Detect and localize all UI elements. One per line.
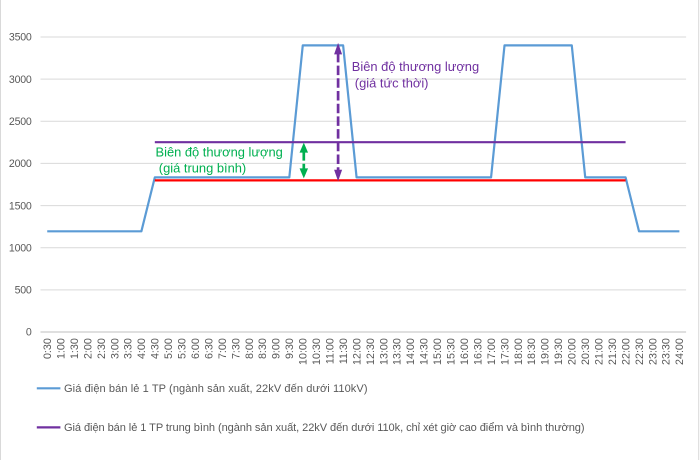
svg-text:3:00: 3:00 — [109, 338, 121, 359]
svg-text:(giá trung bình): (giá trung bình) — [159, 161, 246, 176]
svg-text:21:00: 21:00 — [593, 338, 605, 365]
svg-text:1500: 1500 — [9, 200, 32, 212]
svg-text:1:30: 1:30 — [69, 338, 81, 359]
svg-text:11:30: 11:30 — [338, 338, 350, 364]
svg-text:3500: 3500 — [9, 32, 32, 44]
svg-text:15:00: 15:00 — [432, 338, 444, 365]
svg-text:20:30: 20:30 — [580, 338, 592, 365]
svg-text:13:00: 13:00 — [378, 338, 390, 365]
svg-text:(giá tức thời): (giá tức thời) — [355, 76, 429, 91]
svg-text:8:30: 8:30 — [257, 338, 269, 359]
svg-text:18:30: 18:30 — [526, 338, 538, 365]
svg-text:19:30: 19:30 — [553, 338, 565, 365]
svg-text:7:30: 7:30 — [230, 338, 242, 359]
svg-text:2500: 2500 — [9, 116, 32, 128]
svg-text:5:00: 5:00 — [163, 338, 175, 359]
svg-text:11:00: 11:00 — [324, 338, 336, 364]
svg-text:5:30: 5:30 — [177, 338, 189, 359]
svg-text:16:30: 16:30 — [472, 338, 484, 365]
svg-text:4:30: 4:30 — [150, 338, 162, 359]
svg-text:22:30: 22:30 — [634, 338, 646, 365]
svg-text:9:00: 9:00 — [271, 338, 283, 359]
svg-text:14:30: 14:30 — [419, 338, 431, 365]
svg-text:17:30: 17:30 — [499, 338, 511, 365]
svg-text:2000: 2000 — [9, 158, 32, 170]
svg-text:17:00: 17:00 — [486, 338, 498, 365]
svg-text:8:00: 8:00 — [244, 338, 256, 359]
svg-text:12:00: 12:00 — [351, 338, 363, 365]
svg-text:12:30: 12:30 — [365, 338, 377, 365]
svg-text:3000: 3000 — [9, 74, 32, 86]
svg-text:Giá điện bán lẻ 1 TP trung bìn: Giá điện bán lẻ 1 TP trung bình (ngành s… — [64, 422, 584, 434]
svg-text:Giá điện bán lẻ 1 TP (ngành sả: Giá điện bán lẻ 1 TP (ngành sản xuất, 22… — [64, 383, 368, 395]
svg-text:6:30: 6:30 — [203, 338, 215, 359]
svg-text:24:00: 24:00 — [674, 338, 686, 365]
svg-text:4:00: 4:00 — [136, 338, 148, 359]
svg-text:16:00: 16:00 — [459, 338, 471, 365]
svg-text:Biên độ thương lượng: Biên độ thương lượng — [352, 59, 479, 74]
svg-text:20:00: 20:00 — [567, 338, 579, 365]
svg-text:6:00: 6:00 — [190, 338, 202, 359]
svg-text:23:30: 23:30 — [661, 338, 673, 365]
svg-text:2:00: 2:00 — [82, 338, 94, 359]
svg-text:13:30: 13:30 — [392, 338, 404, 365]
svg-text:Biên độ thương lượng: Biên độ thương lượng — [156, 144, 283, 159]
svg-text:0:30: 0:30 — [42, 338, 54, 359]
svg-text:14:00: 14:00 — [405, 338, 417, 365]
svg-text:15:30: 15:30 — [446, 338, 458, 365]
svg-text:19:00: 19:00 — [540, 338, 552, 365]
svg-text:10:00: 10:00 — [298, 338, 310, 365]
svg-text:2:30: 2:30 — [96, 338, 108, 359]
svg-text:21:30: 21:30 — [607, 338, 619, 365]
svg-text:1:00: 1:00 — [55, 338, 67, 359]
svg-text:23:00: 23:00 — [647, 338, 659, 365]
svg-text:7:00: 7:00 — [217, 338, 229, 359]
svg-text:22:00: 22:00 — [620, 338, 632, 365]
svg-text:1000: 1000 — [9, 242, 32, 254]
svg-text:9:30: 9:30 — [284, 338, 296, 359]
svg-text:18:00: 18:00 — [513, 338, 525, 365]
svg-text:10:30: 10:30 — [311, 338, 323, 365]
svg-text:3:30: 3:30 — [123, 338, 135, 359]
svg-text:0: 0 — [26, 327, 32, 339]
svg-text:500: 500 — [15, 285, 32, 297]
